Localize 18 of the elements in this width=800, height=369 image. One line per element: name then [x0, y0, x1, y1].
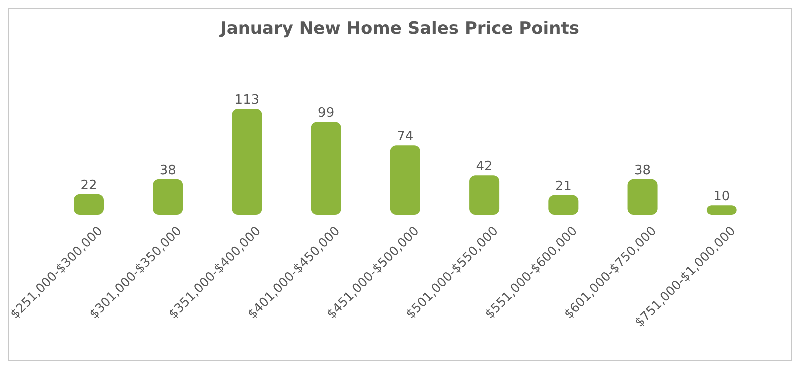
bar [470, 176, 500, 215]
data-label: 113 [234, 93, 260, 108]
data-label: 22 [80, 178, 98, 194]
data-label: 74 [397, 130, 414, 145]
data-label: 21 [555, 179, 572, 194]
bar [311, 122, 342, 215]
data-label: 99 [318, 106, 335, 122]
bar [548, 195, 579, 215]
data-label: 10 [714, 190, 730, 205]
bar [232, 109, 262, 215]
bar [74, 194, 104, 215]
data-label: 42 [476, 160, 493, 175]
data-label: 38 [634, 163, 652, 178]
data-label: 38 [160, 163, 176, 178]
bar [628, 179, 658, 215]
bar [390, 146, 420, 215]
bar [153, 179, 184, 215]
chart-title: January New Home Sales Price Points [218, 19, 580, 39]
